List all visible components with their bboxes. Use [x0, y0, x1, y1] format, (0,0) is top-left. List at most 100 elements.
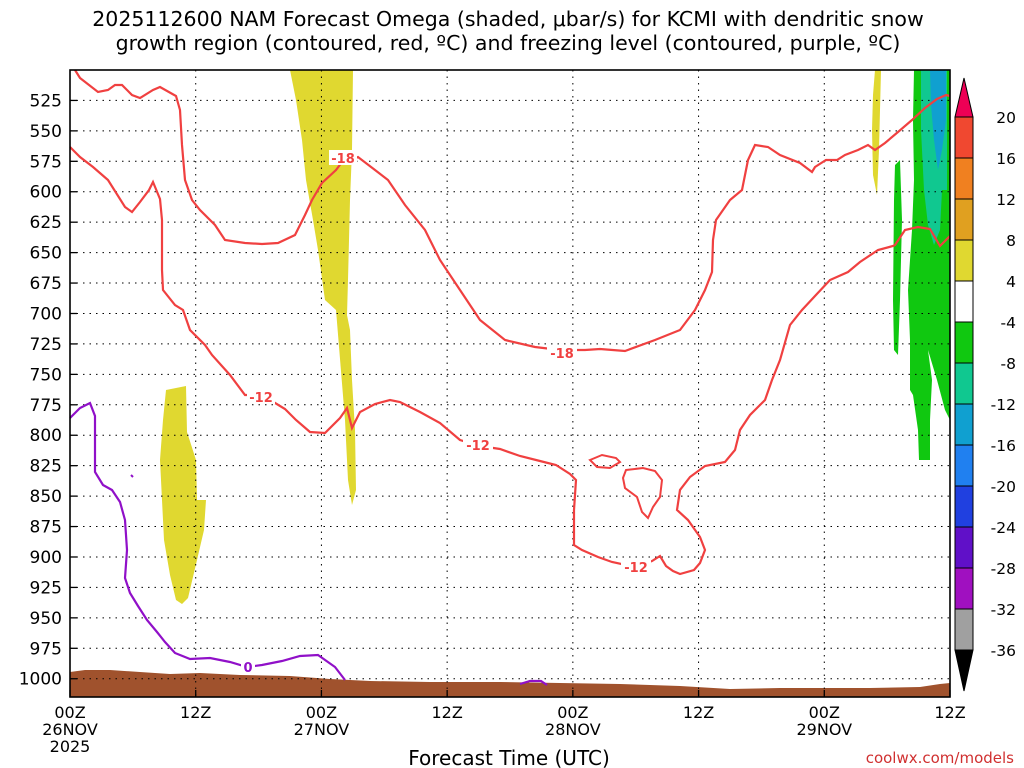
freezing-level-contour — [69, 401, 346, 681]
label-bg — [463, 437, 493, 452]
y-tick-label-1000: 1000 — [19, 670, 62, 690]
colorbar-label-0: 20 — [996, 109, 1016, 127]
contour-labels: -18 -18 -12 -12 -12 0 — [241, 150, 651, 676]
colorbar-box-0 — [954, 116, 974, 159]
colorbar-label-5: -4 — [1001, 314, 1016, 332]
colorbar-label-2: 12 — [996, 191, 1016, 209]
dgz-contour-closed-b — [621, 466, 664, 520]
y-axis: 525 550 575 600 625 650 675 700 725 750 775 800 825 8… — [19, 91, 77, 690]
x-tick-label-48-1: 00Z — [557, 703, 588, 722]
omega-shading — [70, 70, 950, 697]
upward-shading-27nov — [290, 70, 356, 505]
freezing-level-contour-b — [519, 679, 548, 686]
x-tick-label-0-1: 00Z — [54, 703, 85, 722]
terrain — [70, 670, 950, 697]
plot-background — [70, 70, 950, 697]
dgz-label-neg12-c: -12 — [624, 561, 648, 576]
y-tick-label-650: 650 — [30, 244, 62, 264]
freezing-level-dot — [130, 474, 134, 478]
y-tick-label-950: 950 — [30, 609, 62, 629]
colorbar-box-6 — [954, 362, 974, 405]
y-tick-label-600: 600 — [30, 183, 62, 203]
colorbar-top-arrow — [954, 77, 974, 118]
label-bg — [247, 389, 275, 404]
colorbar-box-5 — [954, 321, 974, 364]
colorbar-label-7: -12 — [991, 396, 1016, 414]
upward-shading-day1 — [160, 386, 206, 604]
dgz-label-neg18-b: -18 — [550, 347, 574, 362]
y-tick-label-975: 975 — [30, 639, 62, 659]
x-tick-label-0-2: 26NOV — [42, 720, 98, 739]
colorbar-label-4: 4 — [1006, 273, 1016, 291]
y-tick-label-550: 550 — [30, 122, 62, 142]
plot-area: -18 -18 -12 -12 -12 0 — [69, 69, 951, 698]
upward-shading-29nov — [872, 70, 881, 195]
y-tick-label-875: 875 — [30, 518, 62, 538]
y-tick-label-725: 725 — [30, 335, 62, 355]
colorbar-box-8 — [954, 444, 974, 487]
colorbar-label-11: -28 — [991, 560, 1016, 578]
freezing-label-0: 0 — [243, 661, 252, 676]
y-tick-label-825: 825 — [30, 457, 62, 477]
y-tick-label-675: 675 — [30, 274, 62, 294]
x-tick-label-12-1: 12Z — [180, 703, 211, 722]
dgz-label-neg12-a: -12 — [249, 391, 273, 406]
colorbar-box-3 — [954, 239, 974, 282]
colorbar-box-10 — [954, 526, 974, 569]
colorbar-label-13: -36 — [991, 642, 1016, 660]
colorbar-label-1: 16 — [996, 150, 1016, 168]
colorbar-box-11 — [954, 567, 974, 610]
colorbar-box-4 — [954, 280, 974, 323]
label-bg — [329, 150, 357, 165]
y-tick-label-900: 900 — [30, 548, 62, 568]
colorbar-box-1 — [954, 157, 974, 200]
y-tick-label-525: 525 — [30, 91, 62, 111]
y-tick-label-800: 800 — [30, 426, 62, 446]
x-tick-label-72-2: 29NOV — [796, 720, 852, 739]
colorbar-label-6: -8 — [1001, 355, 1016, 373]
chart-title-line2: growth region (contoured, red, ºC) and f… — [116, 31, 901, 55]
x-tick-label-84-1: 12Z — [934, 703, 965, 722]
x-tick-label-48-2: 28NOV — [545, 720, 601, 739]
x-tick-label-36-1: 12Z — [431, 703, 462, 722]
y-tick-label-750: 750 — [30, 365, 62, 385]
label-bg — [241, 660, 255, 674]
y-tick-label-850: 850 — [30, 487, 62, 507]
colorbar-label-3: 8 — [1006, 232, 1016, 250]
y-tick-label-700: 700 — [30, 304, 62, 324]
dgz-contour-neg12 — [69, 146, 951, 576]
colorbar-label-10: -24 — [991, 519, 1016, 537]
contours — [69, 69, 951, 686]
colorbar-bottom-arrow — [954, 649, 974, 692]
x-tick-label-24-1: 00Z — [306, 703, 337, 722]
y-tick-label-925: 925 — [30, 578, 62, 598]
colorbar-box-12 — [954, 608, 974, 651]
dgz-label-neg12-b: -12 — [466, 439, 490, 454]
label-bg — [547, 345, 577, 360]
x-tick-label-60-1: 12Z — [683, 703, 714, 722]
dgz-contour-closed-a — [588, 453, 622, 470]
dgz-contour-neg18 — [74, 69, 951, 353]
y-tick-label-575: 575 — [30, 152, 62, 172]
plot-frame — [69, 69, 951, 698]
chart-title-line1: 2025112600 NAM Forecast Omega (shaded, μ… — [92, 7, 923, 31]
y-tick-label-625: 625 — [30, 213, 62, 233]
x-tick-label-0-3: 2025 — [50, 737, 91, 756]
colorbar-box-7 — [954, 403, 974, 446]
colorbar-box-2 — [954, 198, 974, 241]
x-axis-label: Forecast Time (UTC) — [408, 746, 610, 768]
colorbar-label-12: -32 — [991, 601, 1016, 619]
colorbar: 20 16 12 8 4 -4 -8 -12 -16 -20 -24 -28 -32 -36 — [954, 77, 1016, 692]
colorbar-label-8: -16 — [991, 437, 1016, 455]
x-tick-label-72-1: 00Z — [809, 703, 840, 722]
credit-text: coolwx.com/models — [866, 749, 1014, 767]
y-tick-label-775: 775 — [30, 396, 62, 416]
downward-shading-blue — [930, 70, 946, 170]
x-tick-label-24-2: 27NOV — [294, 720, 350, 739]
colorbar-box-9 — [954, 485, 974, 528]
dgz-label-neg18-a: -18 — [331, 152, 355, 167]
label-bg — [621, 559, 651, 574]
colorbar-label-9: -20 — [991, 478, 1016, 496]
